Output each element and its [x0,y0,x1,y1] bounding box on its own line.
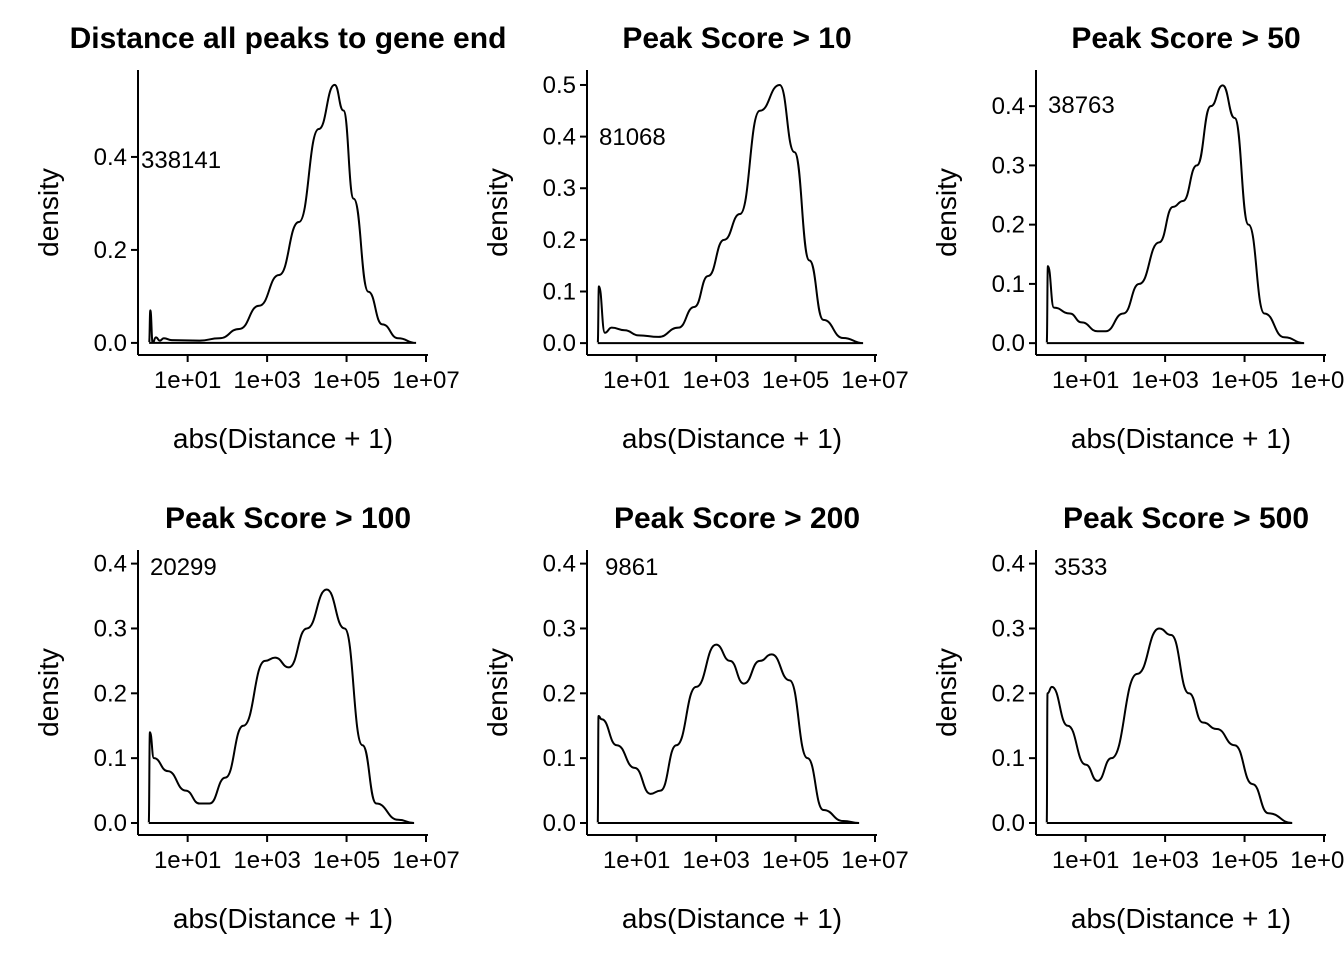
y-tick-label: 0.1 [543,278,576,305]
y-tick-label: 0.3 [94,615,127,642]
x-tick-label: 1e+03 [233,367,300,394]
x-tick-label: 1e+01 [603,367,670,394]
y-axis-label: density [33,168,64,257]
x-tick-label: 1e+03 [1131,367,1198,394]
panel-title: Peak Score > 50 [1071,22,1300,55]
x-tick-label: 1e+03 [1131,847,1198,874]
x-axis-label: abs(Distance + 1) [622,903,842,934]
x-tick-label: 1e+01 [1052,847,1119,874]
y-tick-label: 0.0 [992,330,1025,357]
y-axis-label: density [931,648,962,737]
y-tick-label: 0.1 [992,271,1025,298]
count-annotation: 9861 [605,554,658,581]
y-tick-label: 0.0 [992,810,1025,837]
x-tick-label: 1e+05 [313,367,380,394]
y-tick-label: 0.4 [94,144,127,171]
panel-title: Peak Score > 200 [614,502,860,535]
x-axis-label: abs(Distance + 1) [1071,423,1291,454]
x-tick-label: 1e+05 [762,367,829,394]
x-axis-label: abs(Distance + 1) [173,423,393,454]
y-axis-label: density [931,168,962,257]
x-tick-label: 1e+03 [682,847,749,874]
y-tick-label: 0.2 [992,680,1025,707]
x-tick-label: 1e+05 [1211,367,1278,394]
count-annotation: 81068 [599,124,666,151]
y-axis-label: density [482,168,513,257]
y-tick-label: 0.2 [543,227,576,254]
y-tick-label: 0.1 [992,745,1025,772]
panel-3: Peak Score > 50 0.0 0.1 0.2 0.3 0.4 1e+01 1e+03… [931,22,1344,454]
y-tick-label: 0.3 [543,615,576,642]
x-tick-label: 1e+07 [1290,847,1344,874]
panel-4: Peak Score > 100 0.0 0.1 0.2 0.3 0.4 1e+01 1e+0… [33,502,460,934]
x-tick-label: 1e+07 [1290,367,1344,394]
panel-title: Peak Score > 100 [165,502,411,535]
x-axis-label: abs(Distance + 1) [173,903,393,934]
x-axis-label: abs(Distance + 1) [622,423,842,454]
y-tick-label: 0.0 [94,330,127,357]
y-axis-label: density [33,648,64,737]
x-tick-label: 1e+05 [1211,847,1278,874]
x-tick-label: 1e+03 [682,367,749,394]
y-tick-label: 0.4 [543,124,576,151]
y-tick-label: 0.3 [992,615,1025,642]
y-tick-label: 0.5 [543,72,576,99]
count-annotation: 38763 [1048,92,1115,119]
y-tick-label: 0.0 [543,330,576,357]
x-tick-label: 1e+05 [313,847,380,874]
panel-title: Peak Score > 10 [622,22,851,55]
panel-5: Peak Score > 200 0.0 0.1 0.2 0.3 0.4 1e+01 1e+0… [482,502,909,934]
density-curve [1045,627,1293,825]
x-tick-label: 1e+01 [603,847,670,874]
y-tick-label: 0.0 [543,810,576,837]
x-tick-label: 1e+07 [841,367,908,394]
panel-title: Peak Score > 500 [1063,502,1309,535]
y-tick-label: 0.4 [992,551,1025,578]
y-tick-label: 0.0 [94,810,127,837]
panel-1: Distance all peaks to gene end 0.0 0.2 0.4 1… [33,22,506,454]
density-curve [596,83,864,345]
density-curve [1045,84,1305,345]
y-tick-label: 0.1 [543,745,576,772]
density-curve [148,83,417,344]
x-tick-label: 1e+01 [1052,367,1119,394]
density-curve [147,588,415,825]
y-tick-label: 0.4 [543,551,576,578]
y-tick-label: 0.2 [94,680,127,707]
x-tick-label: 1e+07 [392,847,459,874]
x-axis-label: abs(Distance + 1) [1071,903,1291,934]
y-tick-label: 0.2 [94,237,127,264]
count-annotation: 338141 [141,147,221,174]
x-tick-label: 1e+07 [392,367,459,394]
x-tick-label: 1e+01 [154,367,221,394]
count-annotation: 3533 [1054,554,1107,581]
panel-2: Peak Score > 10 0.0 0.1 0.2 0.3 0.4 0.5 1e+01 1e… [482,22,909,454]
y-tick-label: 0.1 [94,745,127,772]
y-tick-label: 0.3 [992,152,1025,179]
y-tick-label: 0.2 [992,212,1025,239]
x-tick-label: 1e+07 [841,847,908,874]
count-annotation: 20299 [150,554,217,581]
x-tick-label: 1e+05 [762,847,829,874]
panel-6: Peak Score > 500 0.0 0.1 0.2 0.3 0.4 1e+01 1e+0… [931,502,1344,934]
panel-title: Distance all peaks to gene end [70,22,507,55]
y-tick-label: 0.4 [94,551,127,578]
x-tick-label: 1e+03 [233,847,300,874]
density-curve [596,643,860,825]
y-axis-label: density [482,648,513,737]
x-tick-label: 1e+01 [154,847,221,874]
y-tick-label: 0.4 [992,93,1025,120]
y-tick-label: 0.2 [543,680,576,707]
y-tick-label: 0.3 [543,175,576,202]
